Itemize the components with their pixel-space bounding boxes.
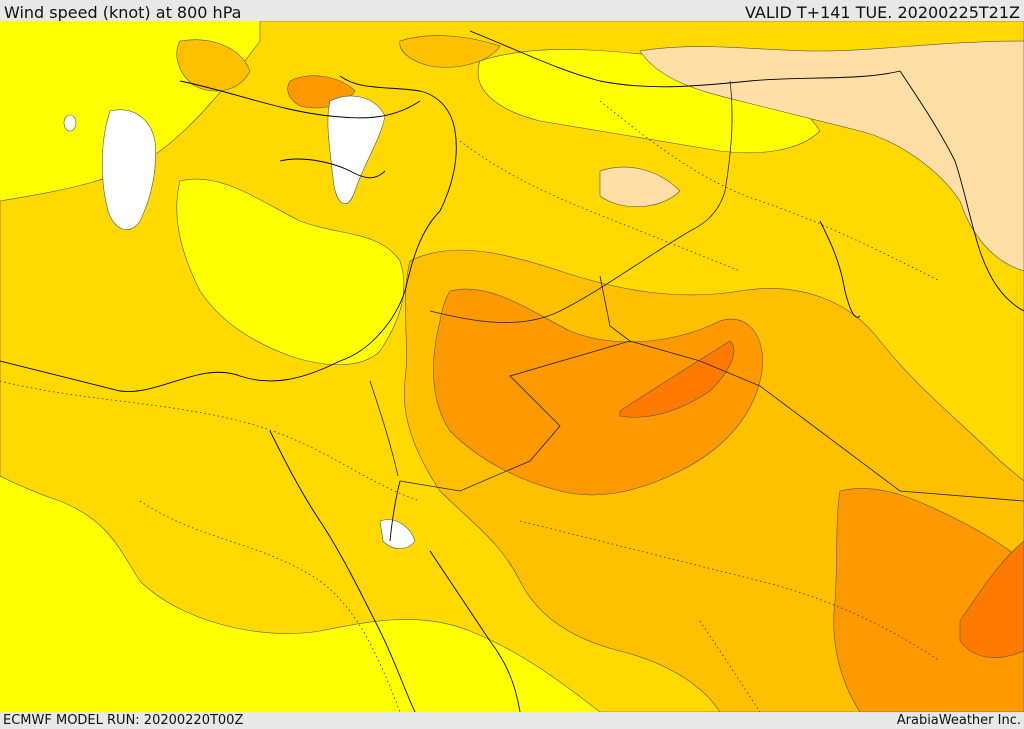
wind-speed-map <box>0 21 1024 712</box>
map-title: Wind speed (knot) at 800 hPa <box>4 3 242 22</box>
wind-zone-pale-northeast <box>639 40 1024 272</box>
wind-zone-light-levant <box>176 178 405 365</box>
borders <box>369 80 1024 502</box>
wind-zone-very-strong-southeast <box>959 540 1024 658</box>
map-footer: ECMWF MODEL RUN: 20200220T00Z ArabiaWeat… <box>0 712 1024 729</box>
credit-label: ArabiaWeather Inc. <box>896 713 1021 728</box>
wind-zone-calm-aegean <box>101 109 156 230</box>
wind-zone-strong-north-2 <box>399 35 501 68</box>
dotted-contours <box>0 100 941 712</box>
wind-zone-calm-small <box>63 114 77 132</box>
wind-zone-strong-southeast <box>833 488 1024 712</box>
wind-zone-strong <box>433 288 763 496</box>
wind-zone-pale-patch <box>599 166 681 207</box>
wind-zone-calm-cyprus <box>327 95 386 204</box>
map-header: Wind speed (knot) at 800 hPa VALID T+141… <box>0 0 1024 22</box>
model-run-label: ECMWF MODEL RUN: 20200220T00Z <box>3 713 244 728</box>
wind-zone-very-strong <box>619 340 735 418</box>
coastlines <box>0 30 1024 712</box>
wind-zone-fresh-northwest <box>176 39 251 92</box>
wind-zone-calm-gulf <box>379 519 416 549</box>
valid-time: VALID T+141 TUE. 20200225T21Z <box>744 3 1020 22</box>
